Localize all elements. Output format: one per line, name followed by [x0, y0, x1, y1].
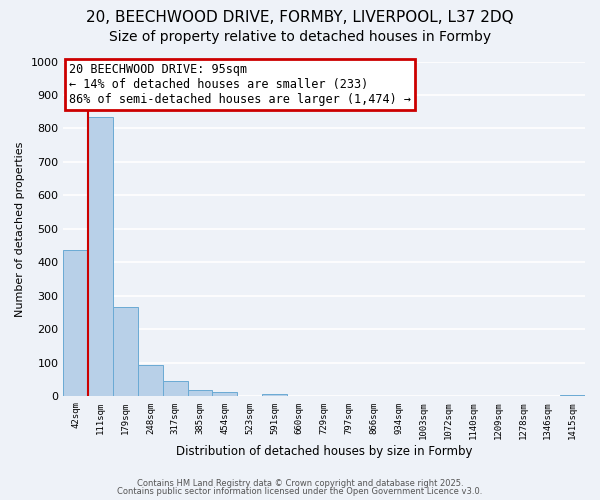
Y-axis label: Number of detached properties: Number of detached properties — [15, 142, 25, 316]
Text: 20 BEECHWOOD DRIVE: 95sqm
← 14% of detached houses are smaller (233)
86% of semi: 20 BEECHWOOD DRIVE: 95sqm ← 14% of detac… — [68, 63, 410, 106]
Bar — [88, 118, 113, 396]
Bar — [163, 380, 188, 396]
Bar — [560, 395, 585, 396]
Text: 20, BEECHWOOD DRIVE, FORMBY, LIVERPOOL, L37 2DQ: 20, BEECHWOOD DRIVE, FORMBY, LIVERPOOL, … — [86, 10, 514, 25]
X-axis label: Distribution of detached houses by size in Formby: Distribution of detached houses by size … — [176, 444, 472, 458]
Text: Size of property relative to detached houses in Formby: Size of property relative to detached ho… — [109, 30, 491, 44]
Text: Contains HM Land Registry data © Crown copyright and database right 2025.: Contains HM Land Registry data © Crown c… — [137, 478, 463, 488]
Text: Contains public sector information licensed under the Open Government Licence v3: Contains public sector information licen… — [118, 487, 482, 496]
Bar — [64, 250, 88, 396]
Bar — [138, 364, 163, 396]
Bar — [212, 392, 237, 396]
Bar — [188, 390, 212, 396]
Bar — [262, 394, 287, 396]
Bar — [113, 306, 138, 396]
